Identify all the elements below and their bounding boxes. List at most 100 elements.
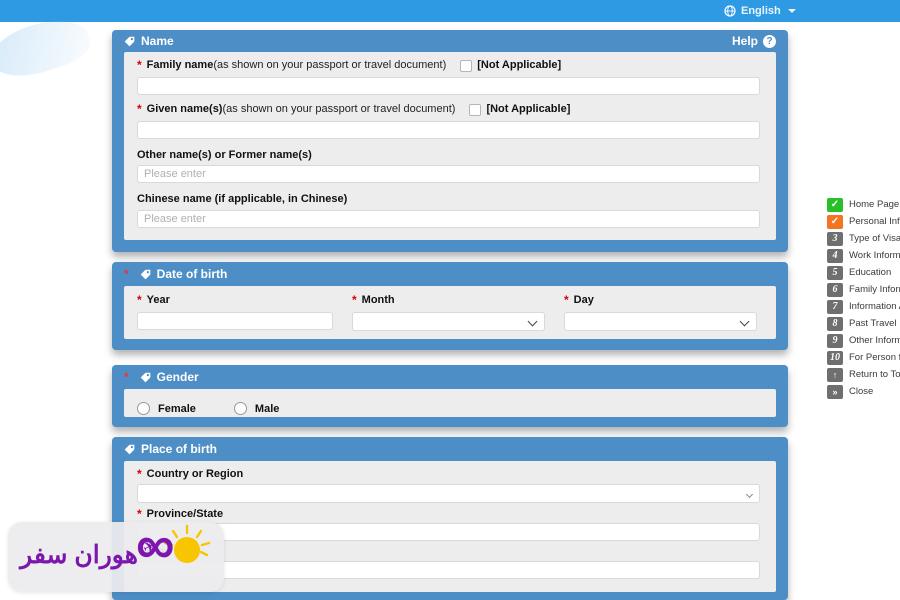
required-asterisk: * bbox=[137, 467, 142, 481]
globe-icon bbox=[724, 5, 736, 17]
sidebar-item-family-information[interactable]: 6 Family Inform bbox=[827, 281, 900, 298]
country-label-row: * Country or Region bbox=[137, 468, 763, 481]
help-question-icon: ? bbox=[763, 34, 776, 48]
city-input[interactable] bbox=[137, 561, 760, 579]
chevron-down-icon bbox=[787, 9, 796, 13]
section-title: Date of birth bbox=[156, 267, 228, 281]
tag-icon bbox=[124, 36, 135, 46]
country-select[interactable] bbox=[137, 484, 760, 503]
arrow-up-icon: ↑ bbox=[827, 367, 843, 382]
section-name: Name Help ? * Family name (as shown on y… bbox=[112, 30, 788, 252]
family-name-input[interactable] bbox=[137, 77, 760, 95]
section-pob-header: Place of birth bbox=[112, 437, 788, 461]
required-asterisk: * bbox=[124, 267, 129, 281]
chevron-down-icon bbox=[745, 490, 754, 499]
step-navigation-sidebar: ✓ Home Page ✓ Personal Infor 3 Type of V… bbox=[827, 196, 900, 400]
gender-options: Female Male bbox=[137, 402, 763, 415]
province-input[interactable] bbox=[137, 523, 760, 541]
year-input[interactable] bbox=[137, 312, 333, 330]
section-place-of-birth: Place of birth * Country or Region * Pro… bbox=[112, 437, 788, 600]
dob-day-column: * Day bbox=[564, 294, 757, 339]
country-label: Country or Region bbox=[146, 468, 244, 480]
double-chevron-right-icon: » bbox=[827, 384, 843, 399]
other-name-input[interactable] bbox=[137, 165, 760, 183]
section-dob-body: * Year * Month * Day bbox=[124, 286, 776, 339]
family-not-applicable-checkbox[interactable] bbox=[460, 59, 473, 72]
sidebar-item-work-information[interactable]: 4 Work Informa bbox=[827, 247, 900, 264]
required-asterisk: * bbox=[564, 293, 569, 307]
help-button[interactable]: Help ? bbox=[732, 34, 776, 48]
sun-icon bbox=[163, 524, 211, 563]
given-not-applicable-label: [Not Applicable] bbox=[486, 103, 571, 115]
dob-year-column: * Year bbox=[137, 294, 333, 339]
given-name-input[interactable] bbox=[137, 121, 760, 139]
section-title: Place of birth bbox=[141, 442, 218, 456]
city-label-row: * City bbox=[137, 546, 763, 559]
step-number-icon: 5 bbox=[827, 265, 843, 280]
month-label: Month bbox=[361, 294, 395, 306]
help-label: Help bbox=[731, 34, 758, 48]
sidebar-item-home-page[interactable]: ✓ Home Page bbox=[827, 196, 900, 213]
given-not-applicable-checkbox[interactable] bbox=[469, 103, 482, 116]
month-select[interactable] bbox=[352, 312, 545, 331]
sidebar-item-information-about[interactable]: 7 Information A bbox=[827, 298, 900, 315]
required-asterisk: * bbox=[137, 58, 142, 72]
female-radio[interactable] bbox=[137, 402, 150, 415]
sidebar-item-for-person-filling[interactable]: 10 For Person fill bbox=[827, 349, 900, 366]
language-label: English bbox=[741, 5, 781, 17]
chinese-name-input[interactable] bbox=[137, 210, 760, 228]
other-name-label: Other name(s) or Former name(s) bbox=[137, 149, 312, 161]
required-asterisk: * bbox=[352, 293, 357, 307]
step-number-icon: 6 bbox=[827, 282, 843, 297]
section-name-header: Name Help ? bbox=[112, 30, 788, 52]
chevron-down-icon bbox=[739, 316, 750, 327]
year-label: Year bbox=[146, 294, 170, 306]
check-icon: ✓ bbox=[827, 197, 843, 212]
given-name-label-row: * Given name(s) (as shown on your passpo… bbox=[137, 103, 763, 116]
tag-icon bbox=[124, 444, 135, 454]
sidebar-item-education[interactable]: 5 Education bbox=[827, 264, 900, 281]
section-name-body: * Family name (as shown on your passport… bbox=[124, 52, 776, 240]
sidebar-item-close[interactable]: » Close bbox=[827, 383, 900, 400]
infinity-logo-glyph: ∞ bbox=[136, 515, 175, 575]
section-gender: * Gender Female Male bbox=[112, 365, 788, 427]
required-asterisk: * bbox=[137, 102, 142, 116]
section-pob-body: * Country or Region * Province/State * C… bbox=[124, 461, 776, 592]
male-label: Male bbox=[254, 402, 280, 415]
other-name-label-row: Other name(s) or Former name(s) bbox=[137, 149, 763, 162]
sidebar-item-personal-information[interactable]: ✓ Personal Infor bbox=[827, 213, 900, 230]
day-select[interactable] bbox=[564, 312, 757, 331]
male-radio[interactable] bbox=[233, 402, 247, 415]
step-number-icon: 4 bbox=[827, 248, 843, 263]
sidebar-item-other-information[interactable]: 9 Other Informa bbox=[827, 332, 900, 349]
check-icon: ✓ bbox=[827, 214, 843, 229]
province-label-row: * Province/State bbox=[137, 508, 763, 521]
step-number-icon: 8 bbox=[827, 316, 843, 331]
step-number-icon: 10 bbox=[827, 350, 843, 365]
day-label: Day bbox=[573, 294, 594, 306]
section-gender-body: Female Male bbox=[124, 389, 776, 417]
step-number-icon: 7 bbox=[827, 299, 843, 314]
section-date-of-birth: * Date of birth * Year * Month bbox=[112, 262, 788, 350]
section-gender-header: * Gender bbox=[112, 365, 788, 389]
family-name-note: (as shown on your passport or travel doc… bbox=[213, 59, 447, 71]
section-title: Name bbox=[141, 34, 174, 48]
sidebar-item-past-travel[interactable]: 8 Past Travel bbox=[827, 315, 900, 332]
section-title: Gender bbox=[156, 370, 199, 384]
given-name-label: Given name(s) bbox=[146, 103, 223, 115]
female-label: Female bbox=[158, 402, 196, 415]
chinese-name-label: Chinese name (if applicable, in Chinese) bbox=[137, 193, 348, 205]
step-number-icon: 3 bbox=[827, 231, 843, 246]
sidebar-item-type-of-visa[interactable]: 3 Type of Visa bbox=[827, 230, 900, 247]
required-asterisk: * bbox=[124, 370, 129, 384]
family-name-label: Family name bbox=[146, 59, 214, 71]
sidebar-item-return-to-top[interactable]: ↑ Return to Top bbox=[827, 366, 900, 383]
province-label: Province/State bbox=[146, 508, 224, 520]
dob-month-column: * Month bbox=[352, 294, 545, 339]
step-number-icon: 9 bbox=[827, 333, 843, 348]
chinese-name-label-row: Chinese name (if applicable, in Chinese) bbox=[137, 193, 763, 206]
top-bar: English bbox=[0, 0, 900, 22]
agency-watermark: ∞ ✈ هوران سفر bbox=[8, 515, 224, 592]
language-selector[interactable]: English bbox=[724, 0, 796, 22]
